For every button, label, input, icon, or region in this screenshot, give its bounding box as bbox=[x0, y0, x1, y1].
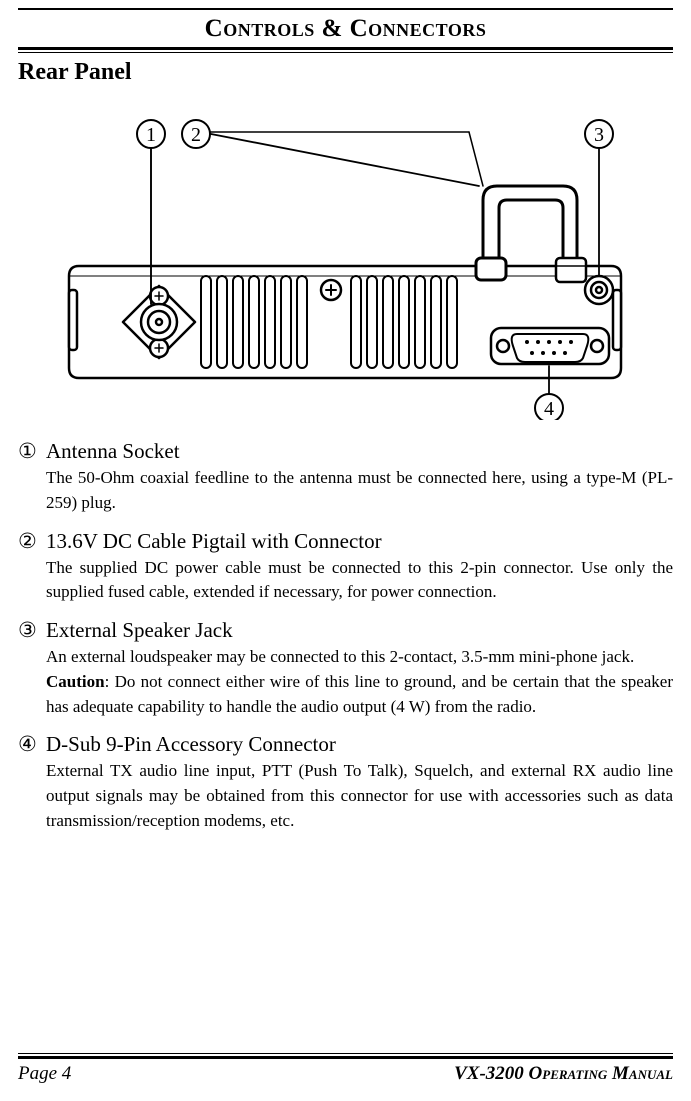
item-3-caution-text: : Do not connect either wire of this lin… bbox=[46, 672, 673, 716]
footer: Page 4 VX-3200 Operating Manual bbox=[18, 1053, 673, 1085]
item-3-num: ③ bbox=[18, 617, 46, 643]
item-2-title: ②13.6V DC Cable Pigtail with Connector bbox=[18, 528, 673, 554]
footer-page-number: Page 4 bbox=[18, 1063, 71, 1085]
item-list: ①Antenna Socket The 50-Ohm coaxial feedl… bbox=[18, 438, 673, 833]
item-1-title: ①Antenna Socket bbox=[18, 438, 673, 464]
item-2-body: The supplied DC power cable must be conn… bbox=[46, 556, 673, 605]
diagram-container: 1 2 3 4 bbox=[18, 90, 673, 420]
item-1-num: ① bbox=[18, 438, 46, 464]
item-2-title-text: 13.6V DC Cable Pigtail with Connector bbox=[46, 529, 382, 553]
item-4: ④D-Sub 9-Pin Accessory Connector Externa… bbox=[18, 731, 673, 833]
item-1-title-text: Antenna Socket bbox=[46, 439, 180, 463]
footer-manual-title: VX-3200 Operating Manual bbox=[454, 1063, 673, 1085]
rear-panel-diagram: 1 2 3 4 bbox=[51, 90, 641, 420]
item-3: ③External Speaker Jack An external louds… bbox=[18, 617, 673, 719]
item-1-body: The 50-Ohm coaxial feedline to the anten… bbox=[46, 466, 673, 515]
callout-3: 3 bbox=[594, 124, 604, 146]
item-3-body: An external loudspeaker may be connected… bbox=[46, 645, 673, 719]
callout-1: 1 bbox=[146, 124, 156, 146]
item-1: ①Antenna Socket The 50-Ohm coaxial feedl… bbox=[18, 438, 673, 516]
page: Controls & Connectors Rear Panel bbox=[0, 0, 691, 1101]
item-3-title: ③External Speaker Jack bbox=[18, 617, 673, 643]
section-heading: Rear Panel bbox=[18, 59, 673, 86]
header-title: Controls & Connectors bbox=[18, 13, 673, 47]
header-rule-bottom bbox=[18, 47, 673, 53]
item-2-num: ② bbox=[18, 528, 46, 554]
item-2: ②13.6V DC Cable Pigtail with Connector T… bbox=[18, 528, 673, 606]
item-4-title-text: D-Sub 9-Pin Accessory Connector bbox=[46, 732, 336, 756]
callout-2: 2 bbox=[191, 124, 201, 146]
item-4-num: ④ bbox=[18, 731, 46, 757]
item-3-caution-label: Caution bbox=[46, 672, 105, 691]
item-3-title-text: External Speaker Jack bbox=[46, 618, 233, 642]
callout-4: 4 bbox=[544, 398, 554, 420]
item-4-body: External TX audio line input, PTT (Push … bbox=[46, 759, 673, 833]
item-3-body-text: An external loudspeaker may be connected… bbox=[46, 647, 634, 666]
item-4-title: ④D-Sub 9-Pin Accessory Connector bbox=[18, 731, 673, 757]
footer-rule bbox=[18, 1053, 673, 1059]
footer-row: Page 4 VX-3200 Operating Manual bbox=[18, 1063, 673, 1085]
